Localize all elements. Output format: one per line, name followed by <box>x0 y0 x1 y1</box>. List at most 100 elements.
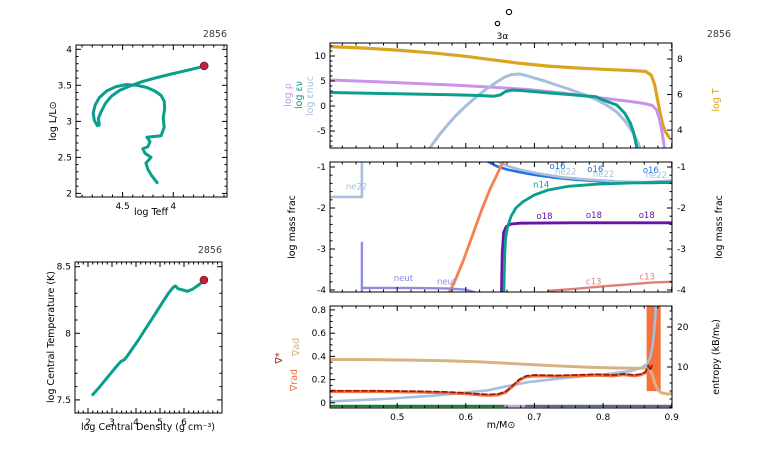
y-tick-label: -1 <box>317 163 326 173</box>
axis-title: m/M⊙ <box>487 420 516 431</box>
isotope-label: o16 <box>550 162 566 172</box>
y-tick-label: 4 <box>66 45 72 55</box>
y-tick-label: 3 <box>66 117 72 127</box>
y-tick-label: 2.5 <box>58 153 72 163</box>
axis-title: entropy (kB/mₚ) <box>711 319 722 395</box>
y-tick-label: 2 <box>66 189 72 199</box>
x-tick-label: 0.7 <box>527 413 541 423</box>
burn-zone-marker-icon <box>505 8 513 16</box>
series-ne22 <box>330 162 364 199</box>
y-tick-label: 0.2 <box>312 376 326 386</box>
model-number: 2856 <box>707 29 731 40</box>
isotope-label: o18 <box>639 211 655 221</box>
axis-title: log L/L⊙ <box>48 101 59 140</box>
axis-title: log Central Density (g cm⁻³) <box>81 422 215 433</box>
current-model-marker <box>199 275 209 285</box>
y-tick-label: 5 <box>320 77 326 87</box>
series-c13 <box>547 280 672 292</box>
x-tick-label: 4.5 <box>115 202 129 212</box>
y-tick-label: 7.5 <box>57 396 71 406</box>
axis-title: log mass frac <box>287 195 298 259</box>
burn-zone-marker-icon <box>494 20 501 27</box>
y-tick-label: 0 <box>320 102 326 112</box>
y2-tick-label: 8 <box>677 55 683 65</box>
isotope-label: ne22 <box>555 167 576 177</box>
axis-frame <box>74 261 223 414</box>
y-tick-label: -5 <box>317 127 326 137</box>
isotope-label: ne22 <box>593 170 614 180</box>
series-entropy <box>330 306 658 403</box>
y-tick-label: 0.6 <box>312 329 327 339</box>
y-tick-label: -2 <box>317 204 326 214</box>
y2-tick-label: -2 <box>677 204 686 214</box>
isotope-label: ne22 <box>346 183 367 193</box>
y2-tick-label: -4 <box>677 286 686 296</box>
isotope-label: n14 <box>533 180 549 190</box>
x-tick-label: 3 <box>109 418 115 428</box>
series-grad-star <box>330 364 653 396</box>
x-tick-label: 4 <box>133 418 139 428</box>
y2-tick-label: -1 <box>677 163 686 173</box>
y-tick-label: 3.5 <box>58 81 72 91</box>
y2-tick-label: 4 <box>677 126 683 136</box>
y-tick-label: -3 <box>317 245 326 255</box>
x-tick-label: 2 <box>85 418 91 428</box>
isotope-label: o18 <box>586 211 602 221</box>
series-log-T <box>330 45 671 139</box>
model-number: 2856 <box>203 29 227 40</box>
x-tick-label: 6 <box>181 418 187 428</box>
axis-title: log Central Temperature (K) <box>46 271 57 403</box>
series-log-eps-nu <box>330 88 639 148</box>
y2-tick-label: -3 <box>677 245 686 255</box>
series-log-eps-nuc <box>428 72 642 148</box>
series-h-rise <box>448 162 505 292</box>
axis-title: log mass frac <box>714 195 725 259</box>
axis-title: log ρ <box>283 83 294 107</box>
series-log-rho <box>330 78 666 148</box>
axis-title: ∇rad <box>289 369 300 392</box>
x-tick-label: 4 <box>170 202 176 212</box>
axis-frame <box>329 305 673 409</box>
x-tick-label: 0.5 <box>390 413 404 423</box>
burn-annotation-label: 3α <box>497 32 509 42</box>
isotope-label: o16 <box>587 165 603 175</box>
isotope-label: o18 <box>537 212 553 222</box>
series-grad-rad <box>330 371 648 397</box>
series-evolution-track <box>91 65 205 185</box>
x-tick-label: 5 <box>157 418 163 428</box>
x-tick-label: 0.6 <box>459 413 474 423</box>
y-tick-label: 0 <box>320 399 326 409</box>
axis-title: log εnuc <box>305 76 316 116</box>
isotope-label: neut <box>394 274 414 284</box>
y-tick-label: 0.4 <box>312 352 327 362</box>
y-tick-label: -4 <box>317 286 326 296</box>
series-grad-ad <box>330 358 672 396</box>
isotope-label: ne22 <box>646 171 667 181</box>
isotope-label: o16 <box>643 166 659 176</box>
series-n14 <box>502 180 672 292</box>
isotope-label: neut <box>437 278 457 288</box>
series-central-trho-track <box>91 278 206 397</box>
series-neut <box>360 286 476 292</box>
axis-title: log εν <box>294 81 305 109</box>
axis-title: ∇ad <box>291 338 302 357</box>
isotope-label: c13 <box>639 272 655 282</box>
axis-title: ∇* <box>274 352 285 364</box>
y2-tick-label: 10 <box>677 363 689 373</box>
y-tick-label: 8 <box>65 329 71 339</box>
x-tick-label: 0.8 <box>596 413 611 423</box>
isotope-label: c13 <box>586 278 602 288</box>
y-tick-label: 8.5 <box>57 263 71 273</box>
y2-tick-label: 20 <box>677 323 689 333</box>
current-model-marker <box>199 61 209 71</box>
axis-title: log T <box>711 88 722 112</box>
y-tick-label: 10 <box>315 52 327 62</box>
axis-frame <box>329 161 673 293</box>
model-number: 2856 <box>198 245 222 256</box>
y-tick-label: 0.8 <box>312 306 327 316</box>
x-tick-label: 0.9 <box>664 413 679 423</box>
y2-tick-label: 6 <box>677 91 683 101</box>
axis-title: log Teff <box>134 207 169 218</box>
